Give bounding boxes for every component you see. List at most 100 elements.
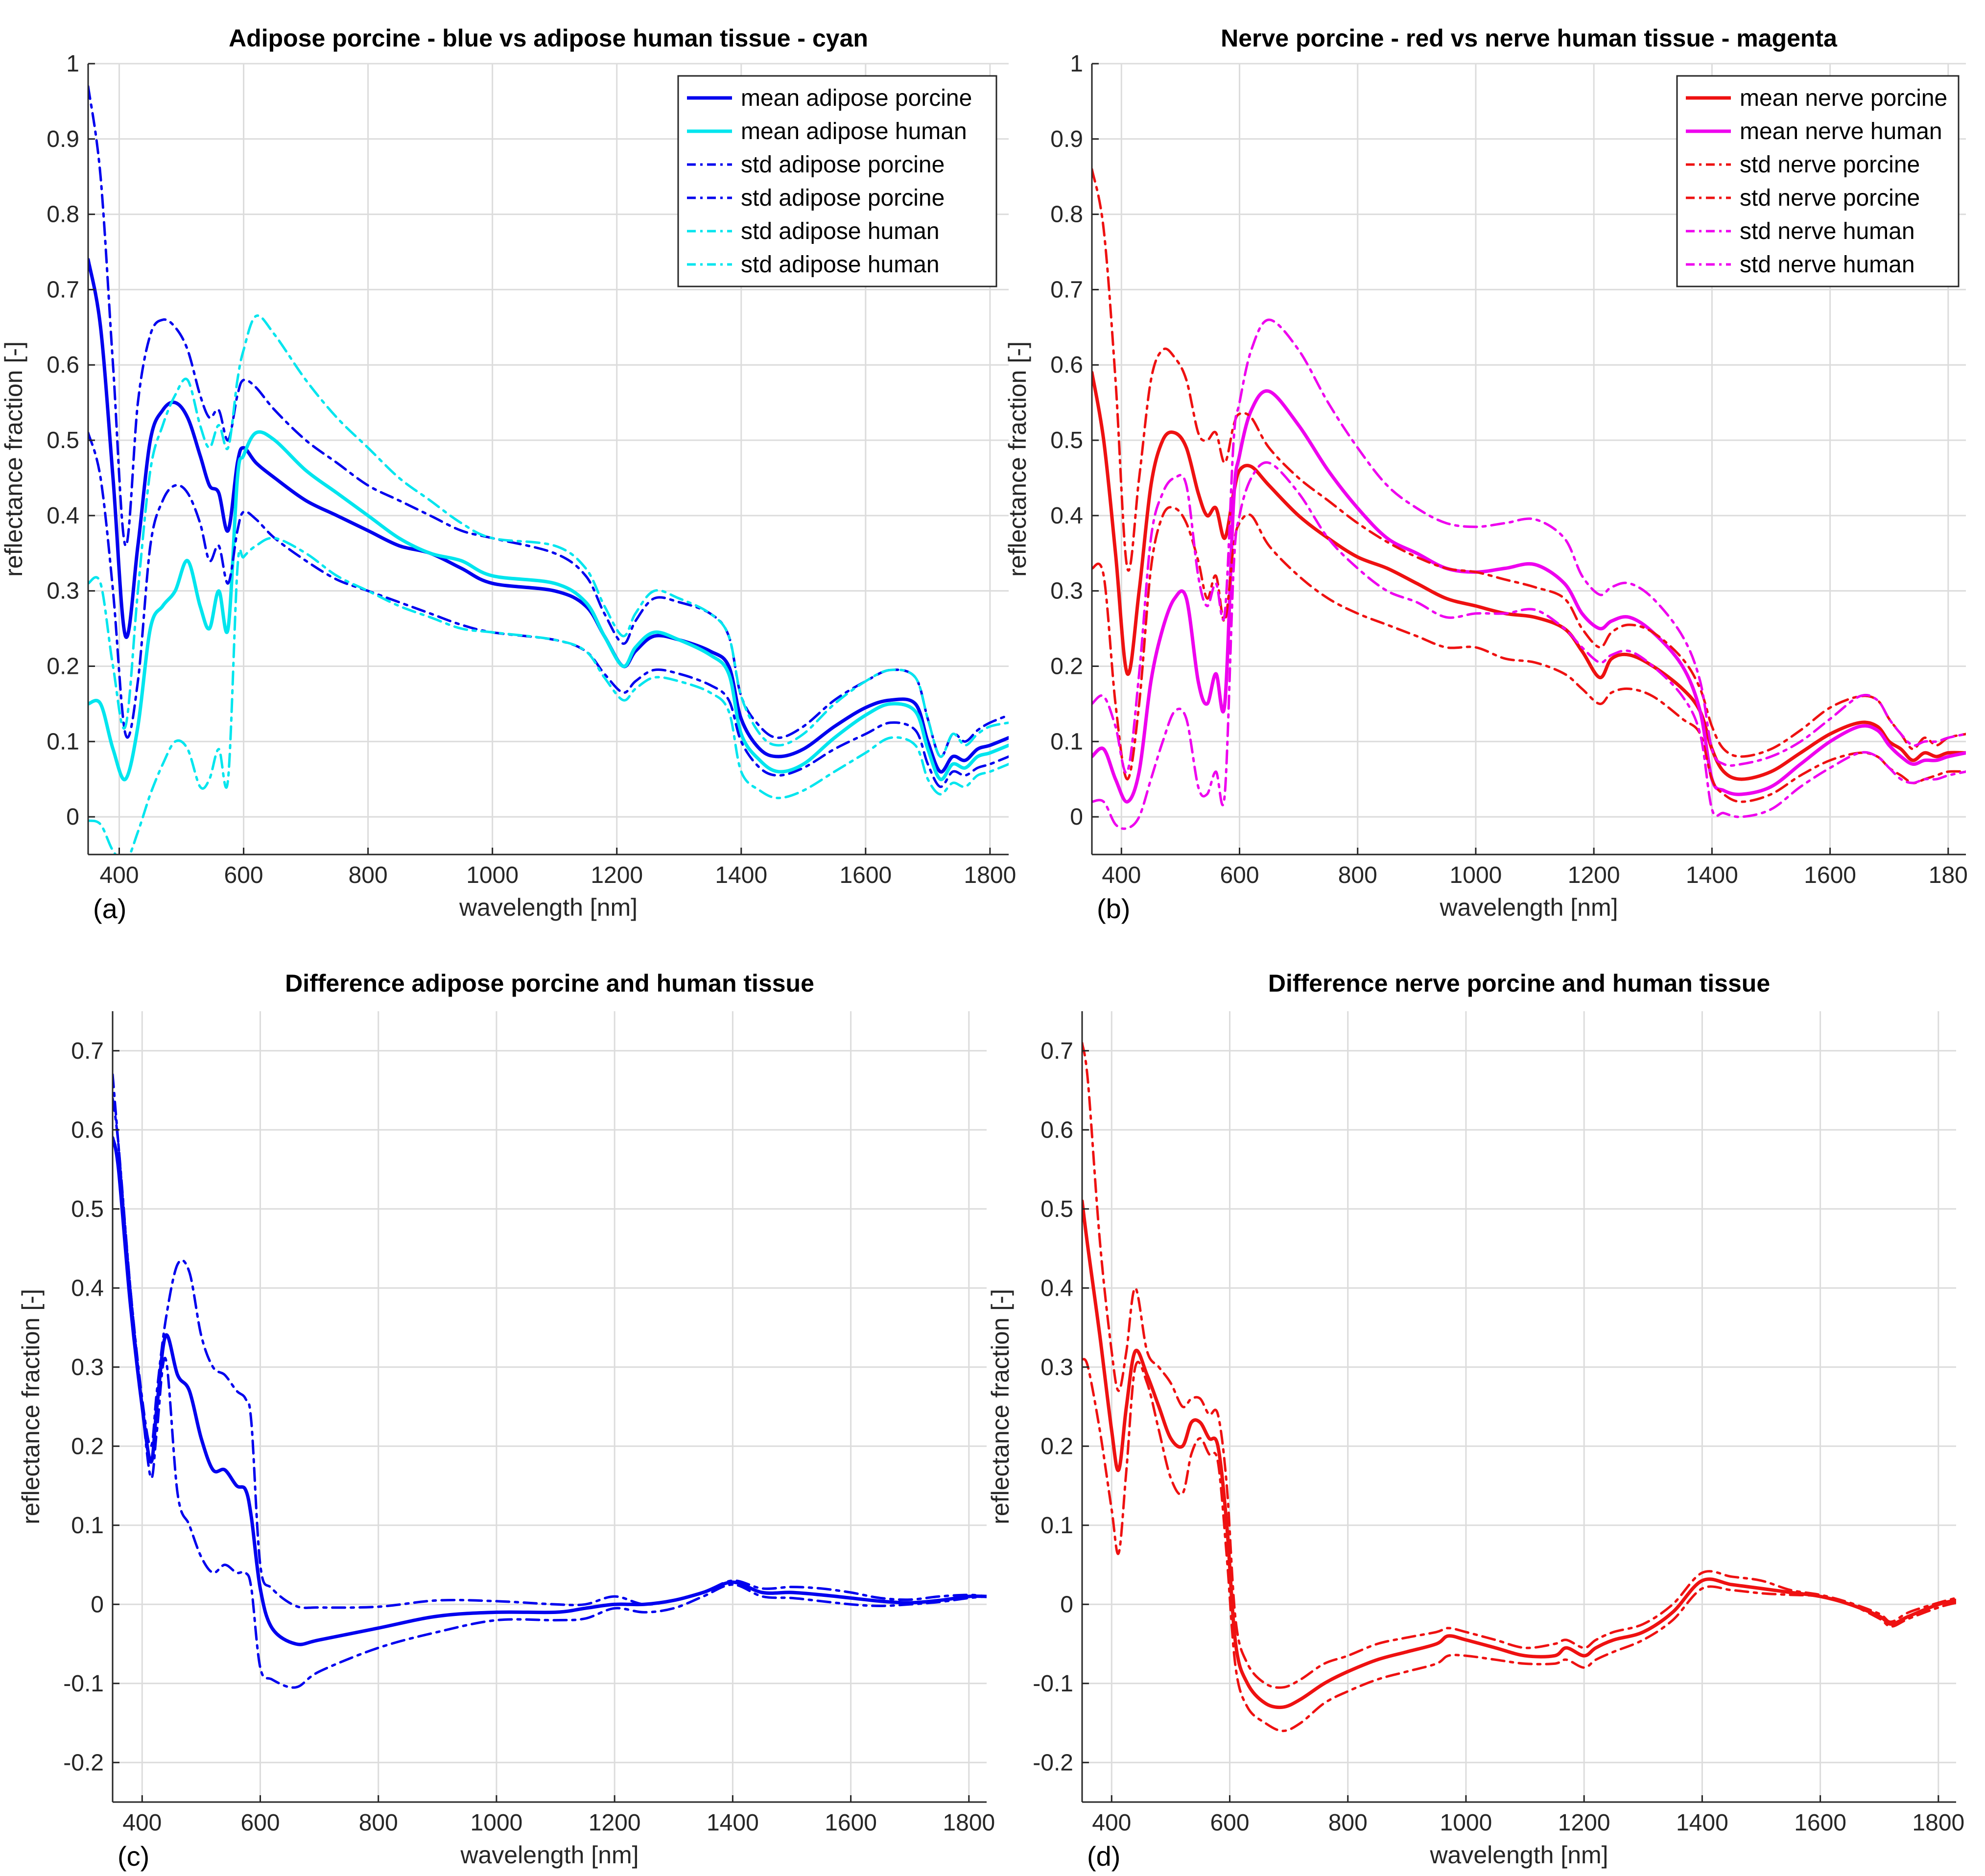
legend-entry: std adipose human <box>741 218 940 244</box>
legend: mean adipose porcine mean adipose human st… <box>677 75 997 287</box>
series-line-mean <box>113 1136 987 1646</box>
x-tick-label: 1200 <box>591 862 643 888</box>
series-line-mean <box>88 258 1009 774</box>
panel-c: 400 600 800 1000 1200 1400 1600 1800 -0.2 -0.1 0 0.… <box>17 970 995 1872</box>
legend-box <box>677 75 997 287</box>
x-tick-label: 600 <box>1220 862 1259 888</box>
y-tick-label: 0.5 <box>71 1196 104 1222</box>
x-tick-label: 1400 <box>707 1810 759 1836</box>
x-tick-label: 1200 <box>1568 862 1620 888</box>
y-tick-label: -0.1 <box>1033 1671 1073 1697</box>
series-line-std <box>1082 1042 1956 1689</box>
x-tick-label: 800 <box>359 1810 398 1836</box>
y-axis-label: reflectance fraction [-] <box>1004 341 1031 577</box>
y-tick-label: 0.7 <box>1050 277 1083 303</box>
series-group <box>113 1073 987 1689</box>
series-line-std <box>1082 1358 1956 1733</box>
series-line-std <box>113 1073 987 1609</box>
y-tick-label: 0.2 <box>1040 1433 1073 1459</box>
x-tick-label: 400 <box>99 862 139 888</box>
x-tick-label: 1600 <box>825 1810 877 1836</box>
y-tick-label: 0.5 <box>47 427 79 453</box>
x-tick-label: 1000 <box>1450 862 1502 888</box>
y-tick-label: 0.5 <box>1050 427 1083 453</box>
legend-entry: mean adipose human <box>741 119 967 144</box>
panel-title: Difference adipose porcine and human tis… <box>285 970 814 997</box>
y-tick-label: 0.7 <box>1040 1038 1073 1064</box>
legend-entry: std nerve porcine <box>1740 152 1920 178</box>
series-line-std <box>88 85 1009 758</box>
x-tick-label: 1200 <box>589 1810 641 1836</box>
y-tick-label: -0.2 <box>1033 1750 1073 1776</box>
series-line-mean <box>88 430 1009 782</box>
x-axis-label: wavelength [nm] <box>1439 894 1618 921</box>
y-tick-label: 0.5 <box>1040 1196 1073 1222</box>
x-tick-label: 400 <box>1102 862 1141 888</box>
series-line-std <box>1092 506 1966 803</box>
x-axis-label: wavelength [nm] <box>1429 1841 1608 1869</box>
y-axis-label: reflectance fraction [-] <box>17 1289 45 1524</box>
y-tick-label: 0.4 <box>1040 1275 1073 1301</box>
panel-a: 400 600 800 1000 1200 1400 1600 1800 0 0.1 0.2 0.3 0… <box>0 24 1016 924</box>
y-tick-label: 0.9 <box>47 126 79 152</box>
y-tick-label: 0.9 <box>1050 126 1083 152</box>
legend-entry: std nerve human <box>1740 218 1915 244</box>
y-tick-label: 0.6 <box>47 352 79 378</box>
series-line-std <box>88 314 1009 758</box>
x-tick-label: 1000 <box>1440 1810 1492 1836</box>
y-tick-label: 0.1 <box>1050 729 1083 755</box>
series-line-std <box>1092 461 1966 830</box>
x-tick-label: 600 <box>240 1810 280 1836</box>
series-line-std <box>88 537 1009 855</box>
y-tick-label: 0.1 <box>47 729 79 755</box>
y-tick-label: 0.1 <box>1040 1513 1073 1539</box>
x-tick-label: 600 <box>1210 1810 1249 1836</box>
y-tick-label: 0.3 <box>71 1354 104 1380</box>
y-tick-label: 0.3 <box>1040 1354 1073 1380</box>
x-tick-label: 1000 <box>466 862 519 888</box>
y-tick-label: 0 <box>1070 804 1083 830</box>
plot-area <box>1082 1011 1956 1802</box>
y-tick-label: 0.8 <box>47 202 79 228</box>
y-tick-label: 0.6 <box>1050 352 1083 378</box>
x-tick-label: 1400 <box>1676 1810 1728 1836</box>
x-tick-label: 1800 <box>1912 1810 1964 1836</box>
x-tick-label: 800 <box>1328 1810 1368 1836</box>
y-tick-label: 0.2 <box>47 653 79 679</box>
legend-entry: mean adipose porcine <box>741 85 972 111</box>
legend: mean nerve porcine mean nerve human std ne… <box>1676 75 1960 287</box>
y-tick-label: 0 <box>1060 1591 1073 1617</box>
legend-entry: std nerve human <box>1740 252 1915 278</box>
x-tick-label: 600 <box>224 862 263 888</box>
y-tick-label: 0.6 <box>71 1117 104 1143</box>
y-tick-label: 1 <box>66 51 79 77</box>
x-tick-label: 180 <box>1929 862 1968 888</box>
y-tick-label: -0.2 <box>63 1750 104 1776</box>
panel-b: 400 600 800 1000 1200 1400 1600 18000.10.20.30.… <box>1004 24 1968 924</box>
series-group <box>1082 1042 1956 1733</box>
legend-entry: std nerve porcine <box>1740 185 1920 211</box>
panel-title: Adipose porcine - blue vs adipose human … <box>229 24 868 52</box>
x-tick-label: 1600 <box>1794 1810 1846 1836</box>
legend-box <box>1676 75 1960 287</box>
y-tick-label: 0.6 <box>1040 1117 1073 1143</box>
y-tick-label: 0.4 <box>71 1275 104 1301</box>
plot-area <box>113 1011 987 1802</box>
y-tick-label: 0.2 <box>1050 653 1083 679</box>
legend-entry: std adipose porcine <box>741 152 945 178</box>
y-tick-label: 0.3 <box>47 578 79 604</box>
x-tick-label: 1200 <box>1558 1810 1610 1836</box>
x-tick-label: 1800 <box>964 862 1016 888</box>
panel-label: (a) <box>93 893 126 924</box>
y-tick-label: 0 <box>91 1591 104 1617</box>
y-tick-label: 0.8 <box>1050 202 1083 228</box>
x-tick-label: 1400 <box>715 862 767 888</box>
x-tick-label: 400 <box>122 1810 162 1836</box>
y-tick-label: 1 <box>1070 51 1083 77</box>
panel-title: Difference nerve porcine and human tissu… <box>1268 970 1770 997</box>
x-tick-label: 1400 <box>1686 862 1738 888</box>
x-tick-label: 1800 <box>943 1810 995 1836</box>
series-line-mean <box>1092 371 1966 781</box>
y-tick-label: 0.7 <box>71 1038 104 1064</box>
legend-entry: std adipose human <box>741 252 940 278</box>
